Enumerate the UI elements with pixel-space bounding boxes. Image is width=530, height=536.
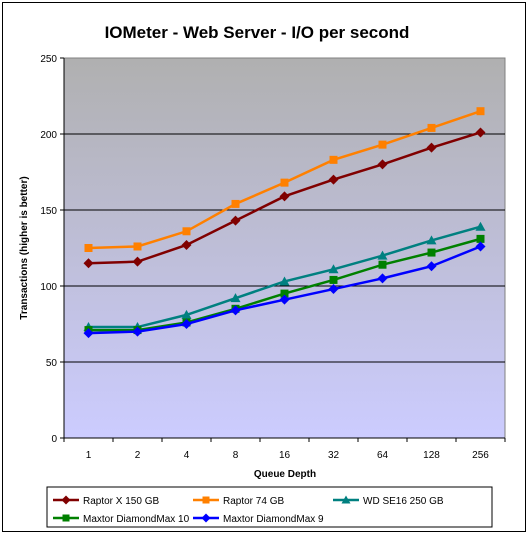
x-tick-label: 32: [328, 450, 340, 461]
x-tick-label: 128: [423, 450, 440, 461]
y-tick-label: 0: [51, 434, 57, 445]
series-2: [84, 107, 485, 252]
x-tick-label: 8: [233, 450, 239, 461]
x-tick-label: 4: [184, 450, 190, 461]
marker-diamond: [83, 258, 94, 269]
marker-square: [133, 242, 142, 251]
legend-label: Maxtor DiamondMax 9: [223, 514, 324, 525]
legend-item: Raptor X 150 GB: [53, 495, 159, 507]
axes: 0 50 100 150 200 250 1 2 4 8 16 32 64 128 256: [40, 54, 506, 461]
chart-title: IOMeter - Web Server - I/O per second: [105, 23, 410, 42]
marker-triangle: [377, 250, 388, 260]
gridlines: [64, 133, 505, 363]
x-tick-label: 256: [472, 450, 489, 461]
y-tick-label: 50: [46, 358, 58, 369]
plot-area: [63, 57, 506, 439]
legend-item: Maxtor DiamondMax 9: [193, 513, 324, 525]
marker-square: [378, 260, 387, 269]
legend-item: WD SE16 250 GB: [333, 495, 444, 507]
marker-square: [182, 227, 191, 236]
marker-triangle: [341, 495, 351, 504]
y-tick-label: 150: [40, 206, 57, 217]
legend-box: [46, 486, 493, 528]
legend-item: Maxtor DiamondMax 10: [53, 514, 190, 525]
marker-square: [476, 107, 485, 116]
x-tick-label: 64: [377, 450, 389, 461]
marker-triangle: [426, 235, 437, 245]
legend-label: WD SE16 250 GB: [363, 496, 444, 507]
marker-diamond: [377, 159, 388, 170]
marker-diamond: [426, 142, 437, 153]
marker-triangle: [181, 309, 192, 319]
marker-square: [280, 289, 289, 298]
marker-diamond: [132, 326, 143, 337]
x-tick-label: 1: [86, 450, 92, 461]
marker-diamond: [328, 174, 339, 185]
marker-diamond: [279, 294, 290, 305]
marker-triangle: [230, 293, 241, 303]
legend-label: Raptor 74 GB: [223, 496, 284, 507]
marker-square: [476, 234, 485, 243]
y-tick-label: 250: [40, 54, 57, 65]
marker-square: [329, 275, 338, 284]
marker-square: [427, 248, 436, 257]
marker-diamond: [230, 305, 241, 316]
series-1: [83, 127, 486, 269]
legend: Raptor X 150 GB Raptor 74 GB WD SE16 250 G…: [53, 495, 444, 525]
y-tick-label: 200: [40, 130, 57, 141]
chart-frame: IOMeter - Web Server - I/O per second 0 5…: [2, 2, 526, 532]
legend-item: Raptor 74 GB: [193, 496, 284, 507]
marker-triangle: [475, 221, 486, 231]
x-tick-label: 2: [135, 450, 141, 461]
marker-triangle: [328, 264, 339, 274]
marker-diamond: [475, 241, 486, 252]
series-group: [83, 107, 486, 339]
marker-diamond: [83, 328, 94, 339]
marker-square: [84, 244, 93, 252]
marker-square: [378, 140, 387, 149]
line-chart: IOMeter - Web Server - I/O per second 0 5…: [19, 23, 506, 528]
marker-diamond: [279, 191, 290, 202]
marker-square: [231, 199, 240, 208]
legend-label: Raptor X 150 GB: [83, 496, 159, 507]
marker-square: [202, 496, 210, 504]
x-tick-label: 16: [279, 450, 291, 461]
marker-square: [280, 178, 289, 187]
marker-triangle: [279, 276, 290, 286]
marker-diamond: [181, 239, 192, 250]
marker-square: [62, 514, 70, 522]
y-axis-label: Transactions (higher is better): [19, 176, 30, 319]
marker-diamond: [230, 215, 241, 226]
legend-label: Maxtor DiamondMax 10: [83, 514, 190, 525]
x-axis-label: Queue Depth: [254, 469, 316, 480]
marker-diamond: [201, 513, 211, 523]
marker-diamond: [61, 495, 71, 505]
series-5: [83, 241, 486, 339]
marker-diamond: [328, 284, 339, 295]
marker-square: [329, 155, 338, 164]
marker-diamond: [426, 261, 437, 272]
marker-diamond: [377, 273, 388, 284]
marker-square: [427, 123, 436, 132]
marker-diamond: [132, 256, 143, 267]
y-tick-label: 100: [40, 282, 57, 293]
marker-diamond: [181, 319, 192, 329]
